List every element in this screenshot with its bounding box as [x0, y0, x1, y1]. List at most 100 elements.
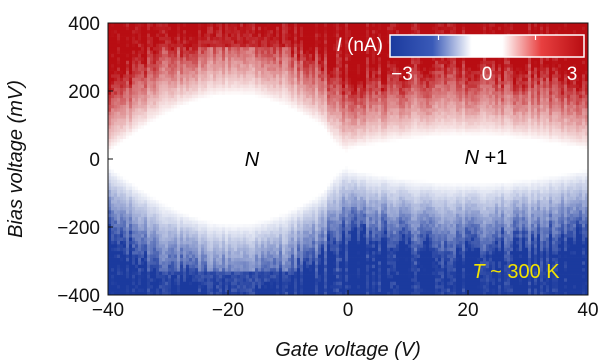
heatmap-cell	[192, 104, 196, 109]
heatmap-cell	[183, 189, 187, 194]
heatmap-cell	[135, 118, 139, 122]
heatmap-cell	[168, 142, 172, 146]
heatmap-cell	[135, 220, 139, 224]
heatmap-cell	[111, 254, 115, 258]
heatmap-cell	[222, 186, 226, 190]
heatmap-cell	[216, 40, 220, 44]
heatmap-cell	[156, 162, 160, 167]
heatmap-cell	[255, 29, 259, 34]
heatmap-cell	[270, 179, 274, 184]
heatmap-cell	[147, 142, 151, 146]
heatmap-cell	[222, 271, 226, 275]
heatmap-cell	[186, 227, 190, 231]
heatmap-cell	[108, 165, 112, 170]
heatmap-cell	[153, 196, 157, 201]
heatmap-cell	[129, 104, 133, 109]
heatmap-cell	[147, 152, 151, 156]
heatmap-cell	[273, 111, 277, 116]
heatmap-cell	[186, 291, 190, 296]
heatmap-cell	[183, 281, 187, 286]
heatmap-cell	[237, 254, 241, 258]
heatmap-cell	[267, 159, 271, 163]
heatmap-cell	[189, 108, 193, 112]
heatmap-cell	[255, 94, 259, 99]
heatmap-cell	[270, 267, 274, 272]
heatmap-cell	[141, 254, 145, 258]
heatmap-cell	[114, 114, 118, 119]
heatmap-cell	[159, 128, 163, 133]
heatmap-cell	[108, 182, 112, 187]
heatmap-cell	[237, 193, 241, 197]
heatmap-cell	[264, 80, 268, 85]
heatmap-cell	[276, 125, 280, 129]
heatmap-cell	[180, 220, 184, 224]
heatmap-cell	[279, 220, 283, 224]
heatmap-cell	[180, 189, 184, 194]
heatmap-cell	[117, 176, 121, 180]
heatmap-cell	[183, 57, 187, 61]
heatmap-cell	[126, 128, 130, 133]
heatmap-cell	[216, 67, 220, 71]
heatmap-cell	[195, 254, 199, 258]
heatmap-cell	[126, 182, 130, 187]
heatmap-cell	[264, 70, 268, 75]
heatmap-cell	[120, 131, 124, 136]
heatmap-cell	[141, 26, 145, 31]
heatmap-cell	[234, 281, 238, 286]
heatmap-cell	[252, 169, 256, 173]
heatmap-cell	[117, 288, 121, 292]
heatmap-cell	[129, 159, 133, 163]
heatmap-cell	[171, 291, 175, 296]
heatmap-cell	[234, 220, 238, 224]
heatmap-cell	[240, 288, 244, 292]
heatmap-cell	[201, 80, 205, 85]
heatmap-cell	[213, 70, 217, 75]
heatmap-cell	[282, 291, 286, 296]
heatmap-cell	[219, 284, 223, 289]
heatmap-cell	[279, 97, 283, 102]
heatmap-cell	[264, 60, 268, 65]
heatmap-cell	[150, 43, 154, 48]
heatmap-cell	[240, 278, 244, 282]
heatmap-cell	[279, 77, 283, 82]
heatmap-cell	[267, 57, 271, 61]
heatmap-cell	[258, 227, 262, 231]
heatmap-cell	[162, 142, 166, 146]
heatmap-cell	[183, 271, 187, 275]
heatmap-cell	[234, 46, 238, 51]
heatmap-cell	[252, 186, 256, 190]
heatmap-cell	[138, 233, 142, 238]
heatmap-cell	[177, 172, 181, 177]
heatmap-cell	[150, 155, 154, 160]
heatmap-cell	[168, 50, 172, 54]
heatmap-cell	[222, 291, 226, 296]
heatmap-cell	[240, 257, 244, 262]
heatmap-cell	[294, 250, 298, 255]
heatmap-cell	[129, 227, 133, 231]
heatmap-cell	[186, 267, 190, 272]
heatmap-cell	[117, 206, 121, 211]
heatmap-cell	[294, 233, 298, 238]
heatmap-cell	[219, 131, 223, 136]
heatmap-cell	[111, 67, 115, 71]
heatmap-cell	[180, 257, 184, 262]
heatmap-cell	[126, 169, 130, 173]
heatmap-cell	[240, 101, 244, 105]
heatmap-cell	[243, 216, 247, 221]
heatmap-cell	[180, 284, 184, 289]
heatmap-cell	[258, 152, 262, 156]
heatmap-cell	[219, 108, 223, 112]
heatmap-cell	[198, 182, 202, 187]
heatmap-cell	[204, 46, 208, 51]
heatmap-cell	[276, 148, 280, 153]
heatmap-cell	[288, 70, 292, 75]
heatmap-cell	[165, 193, 169, 197]
heatmap-cell	[273, 142, 277, 146]
heatmap-cell	[120, 87, 124, 92]
heatmap-cell	[174, 46, 178, 51]
heatmap-cell	[255, 254, 259, 258]
heatmap-cell	[207, 233, 211, 238]
heatmap-cell	[270, 40, 274, 44]
heatmap-cell	[120, 46, 124, 51]
heatmap-cell	[258, 33, 262, 37]
